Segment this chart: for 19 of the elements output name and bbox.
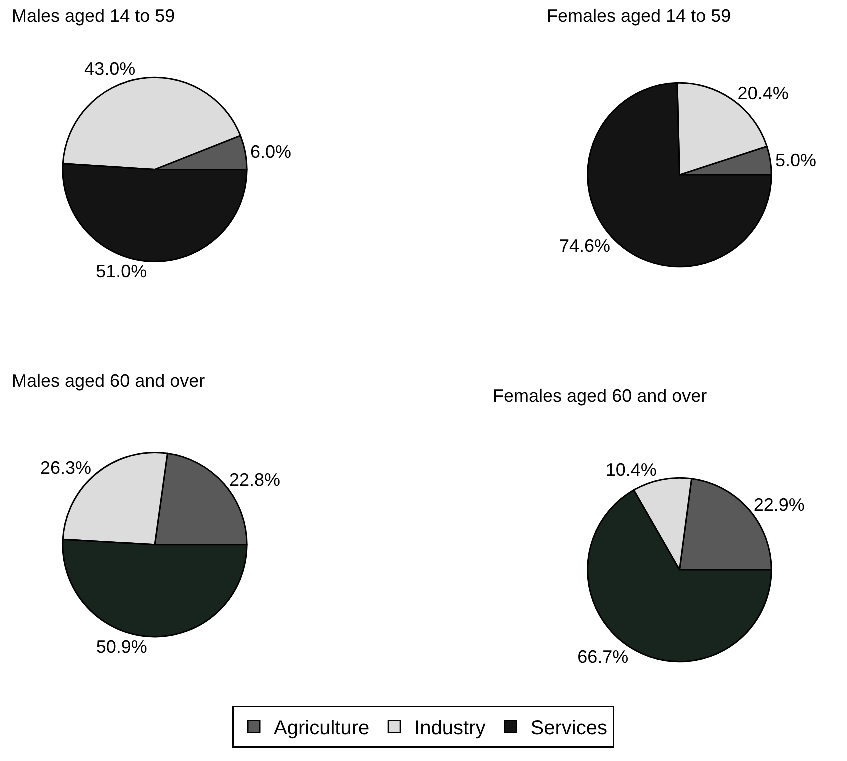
data-label: 43.0%	[84, 59, 136, 79]
data-label: 10.4%	[606, 460, 657, 480]
data-label: 22.8%	[229, 470, 280, 490]
data-label: 66.7%	[578, 647, 629, 668]
data-label: 6.0%	[250, 142, 292, 162]
chart-title: Males aged 14 to 59	[12, 6, 176, 26]
chart-title: Females aged 60 and over	[493, 386, 708, 406]
data-label: 74.6%	[560, 236, 611, 256]
legend-label: Services	[530, 718, 608, 740]
legend-label: Industry	[414, 718, 486, 740]
legend-label: Agriculture	[274, 718, 370, 740]
chart-title: Females aged 14 to 59	[547, 6, 732, 26]
data-label: 51.0%	[96, 262, 148, 282]
data-label: 26.3%	[40, 458, 92, 478]
data-label: 5.0%	[775, 150, 817, 170]
data-label: 20.4%	[738, 83, 789, 104]
data-label: 22.9%	[754, 495, 805, 516]
data-label: 50.9%	[96, 636, 148, 657]
chart-title: Males aged 60 and over	[12, 371, 206, 391]
